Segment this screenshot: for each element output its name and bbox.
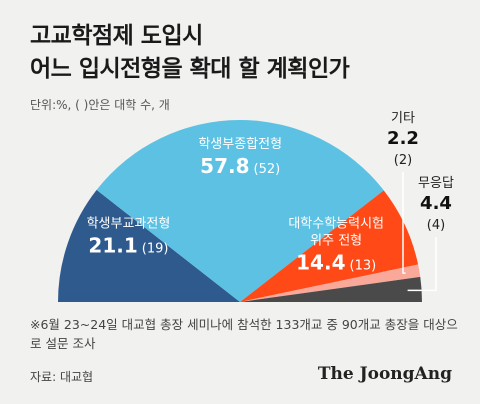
slice-value-2: 14.4 (13) (296, 250, 376, 274)
slice-name-4: 무응답 (418, 176, 454, 191)
pie-slice-0 (58, 189, 240, 302)
slice-name-2-0: 대학수학능력시험 (288, 216, 384, 231)
title-line-1: 고교학점제 도입시 (30, 23, 203, 49)
source: 자료: 대교협 (30, 370, 94, 384)
pie-slice-3 (240, 264, 421, 302)
slice-value-3: 2.2 (387, 128, 419, 149)
slice-name-3: 기타 (391, 111, 415, 126)
footnote: ※6월 23~24일 대교협 총장 세미나에 참석한 133개교 중 90개교 … (30, 317, 458, 351)
unit-note: 단위:%, ( )안은 대학 수, 개 (30, 98, 170, 112)
slice-count-4: (4) (427, 218, 445, 233)
brand-logo: The JoongAng (317, 364, 452, 384)
pie-slice-1 (96, 119, 384, 302)
slice-name-0: 학생부교과전형 (87, 217, 171, 232)
slice-value-4: 4.4 (420, 193, 452, 214)
chart-title: 고교학점제 도입시 어느 입시전형을 확대 할 계획인가 (30, 20, 350, 86)
title-line-2: 어느 입시전형을 확대 할 계획인가 (30, 56, 350, 82)
slice-name-1: 학생부종합전형 (198, 137, 282, 152)
slice-value-1: 57.8 (52) (200, 154, 280, 178)
leader-line-3 (402, 172, 406, 274)
leader-line-4 (407, 237, 437, 292)
pie-slice-2 (240, 190, 419, 302)
slice-value-0: 21.1 (19) (88, 234, 168, 258)
pie-slice-4 (240, 276, 422, 302)
slice-count-3: (2) (394, 153, 412, 168)
slice-name-2-1: 위주 전형 (310, 233, 362, 248)
